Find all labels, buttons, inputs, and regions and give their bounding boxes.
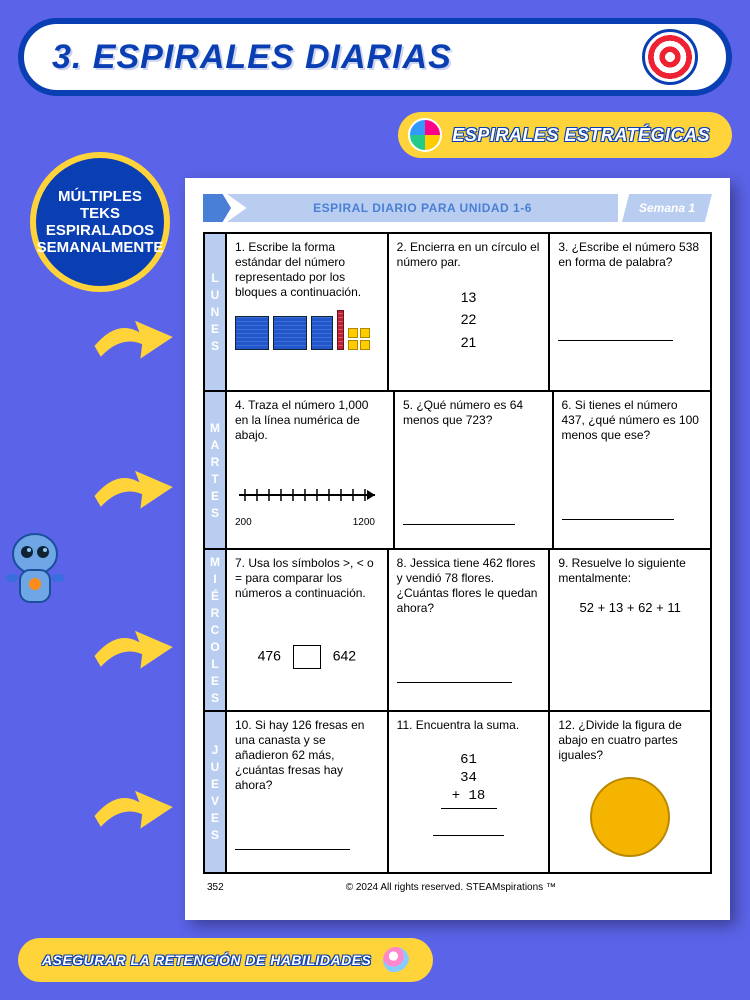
compare-right: 642: [333, 648, 356, 664]
copyright-text: © 2024 All rights reserved. STEAMspirati…: [346, 882, 556, 893]
day-label-martes: MARTES: [205, 392, 227, 550]
arrow-icon: [90, 310, 180, 370]
arrow-icon: [90, 460, 180, 520]
worksheet-page: ESPIRAL DIARIO PARA UNIDAD 1-6 Semana 1 …: [185, 178, 730, 920]
cell-text: 10. Si hay 126 fresas en una canasta y s…: [235, 718, 379, 793]
lightbulb-icon: [383, 947, 409, 973]
option: 22: [397, 308, 541, 330]
bottom-pill: ASEGURAR LA RETENCIÓN DE HABILIDADES: [18, 938, 433, 982]
cell-text: 1. Escribe la forma estándar del número …: [235, 240, 379, 300]
worksheet-banner: ESPIRAL DIARIO PARA UNIDAD 1-6 Semana 1: [203, 194, 712, 222]
expression: 52 + 13 + 62 + 11: [558, 600, 702, 616]
addend: 61: [397, 751, 541, 769]
number-line-icon: 200 1200: [235, 479, 385, 530]
arrow-icon: [90, 620, 180, 680]
cell-8: 8. Jessica tiene 462 flores y vendió 78 …: [389, 550, 551, 712]
addition-stack: 61 34 + 18: [397, 751, 541, 809]
cell-7: 7. Usa los símbolos >, < o = para compar…: [227, 550, 389, 712]
cell-text: 6. Si tienes el número 437, ¿qué número …: [562, 398, 703, 443]
answer-line: [397, 682, 512, 683]
numline-max: 1200: [353, 517, 375, 530]
cell-text: 3. ¿Escribe el número 538 en forma de pa…: [558, 240, 702, 270]
cell-10: 10. Si hay 126 fresas en una canasta y s…: [227, 712, 389, 874]
robot-icon: [0, 524, 70, 614]
page-title: 3. ESPIRALES DIARIAS: [52, 38, 452, 77]
cell-9: 9. Resuelve lo siguiente mentalmente: 52…: [550, 550, 712, 712]
answer-line: [562, 519, 674, 520]
cell-5: 5. ¿Qué número es 64 menos que 723?: [395, 392, 554, 550]
addend: 34: [397, 769, 541, 787]
circle-figure-icon: [590, 777, 670, 857]
subheader-text: ESPIRALES ESTRATÉGICAS: [452, 125, 710, 146]
cell-text: 8. Jessica tiene 462 flores y vendió 78 …: [397, 556, 541, 616]
banner-title: ESPIRAL DIARIO PARA UNIDAD 1-6: [227, 194, 618, 222]
cell-text: 4. Traza el número 1,000 en la línea num…: [235, 398, 385, 443]
answer-line: [403, 524, 515, 525]
compare-expression: 476 642: [235, 645, 379, 669]
day-label-jueves: JUEVES: [205, 712, 227, 874]
subheader-pill: ESPIRALES ESTRATÉGICAS: [398, 112, 732, 158]
banner-week: Semana 1: [622, 194, 712, 222]
badge-circle: MÚLTIPLES TEKS ESPIRALADOS SEMANALMENTE: [30, 152, 170, 292]
cell-2: 2. Encierra en un círculo el número par.…: [389, 234, 551, 392]
cell-text: 2. Encierra en un círculo el número par.: [397, 240, 541, 270]
day-label-miercoles: MIÉRCOLES: [205, 550, 227, 712]
numline-min: 200: [235, 517, 252, 530]
answer-line: [558, 340, 673, 341]
number-options: 13 22 21: [397, 286, 541, 353]
page-number: 352: [207, 882, 224, 893]
banner-arrow-icon: [203, 194, 231, 222]
header-pill: 3. ESPIRALES DIARIAS: [18, 18, 732, 96]
arrow-icon: [90, 780, 180, 840]
cell-text: 7. Usa los símbolos >, < o = para compar…: [235, 556, 379, 601]
sum-line: [441, 808, 497, 809]
compare-left: 476: [258, 648, 281, 664]
option: 21: [397, 331, 541, 353]
compare-box: [293, 645, 321, 669]
cell-6: 6. Si tienes el número 437, ¿qué número …: [554, 392, 713, 550]
strategy-icon: [408, 118, 442, 152]
cell-text: 5. ¿Qué número es 64 menos que 723?: [403, 398, 544, 428]
worksheet-grid: LUNES 1. Escribe la forma estándar del n…: [203, 232, 712, 874]
cell-text: 11. Encuentra la suma.: [397, 718, 541, 733]
base-ten-blocks-icon: [235, 310, 379, 350]
cell-11: 11. Encuentra la suma. 61 34 + 18: [389, 712, 551, 874]
cell-4: 4. Traza el número 1,000 en la línea num…: [227, 392, 395, 550]
target-icon: [642, 29, 698, 85]
cell-text: 12. ¿Divide la figura de abajo en cuatro…: [558, 718, 702, 763]
bottom-text: ASEGURAR LA RETENCIÓN DE HABILIDADES: [42, 952, 371, 968]
cell-text: 9. Resuelve lo siguiente mentalmente:: [558, 556, 702, 586]
option: 13: [397, 286, 541, 308]
cell-12: 12. ¿Divide la figura de abajo en cuatro…: [550, 712, 712, 874]
cell-1: 1. Escribe la forma estándar del número …: [227, 234, 389, 392]
answer-line: [235, 849, 350, 850]
answer-line: [433, 835, 505, 836]
worksheet-footer: 352 © 2024 All rights reserved. STEAMspi…: [203, 882, 712, 893]
day-label-lunes: LUNES: [205, 234, 227, 392]
cell-3: 3. ¿Escribe el número 538 en forma de pa…: [550, 234, 712, 392]
badge-text: MÚLTIPLES TEKS ESPIRALADOS SEMANALMENTE: [37, 188, 164, 257]
addend: + 18: [397, 787, 541, 805]
